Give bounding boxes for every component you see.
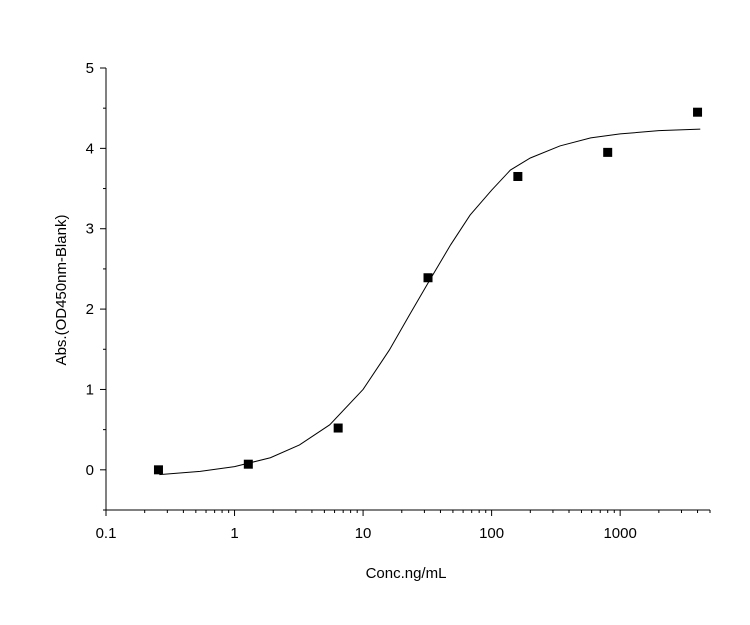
y-tick-label: 0 — [86, 462, 94, 479]
y-tick-label: 3 — [86, 221, 94, 238]
x-tick-label: 1000 — [603, 525, 636, 542]
x-axis-label: Conc.ng/mL — [366, 565, 447, 582]
data-point — [513, 171, 523, 181]
data-point — [333, 423, 343, 433]
data-point — [693, 107, 703, 117]
data-point — [153, 465, 163, 475]
y-tick-label: 4 — [86, 140, 94, 157]
fit-curve — [159, 128, 701, 476]
y-tick-label: 1 — [86, 381, 94, 398]
data-point — [603, 147, 613, 157]
x-tick-label: 10 — [355, 525, 372, 542]
y-tick-label: 2 — [86, 301, 94, 318]
y-axis-label: Abs.(OD450nm-Blank) — [53, 215, 70, 366]
y-tick-label: 5 — [86, 60, 94, 77]
data-point — [243, 459, 253, 469]
x-tick-label: 1 — [230, 525, 238, 542]
data-point — [423, 273, 433, 283]
x-tick-label: 0.1 — [96, 525, 117, 542]
x-tick-label: 100 — [479, 525, 504, 542]
